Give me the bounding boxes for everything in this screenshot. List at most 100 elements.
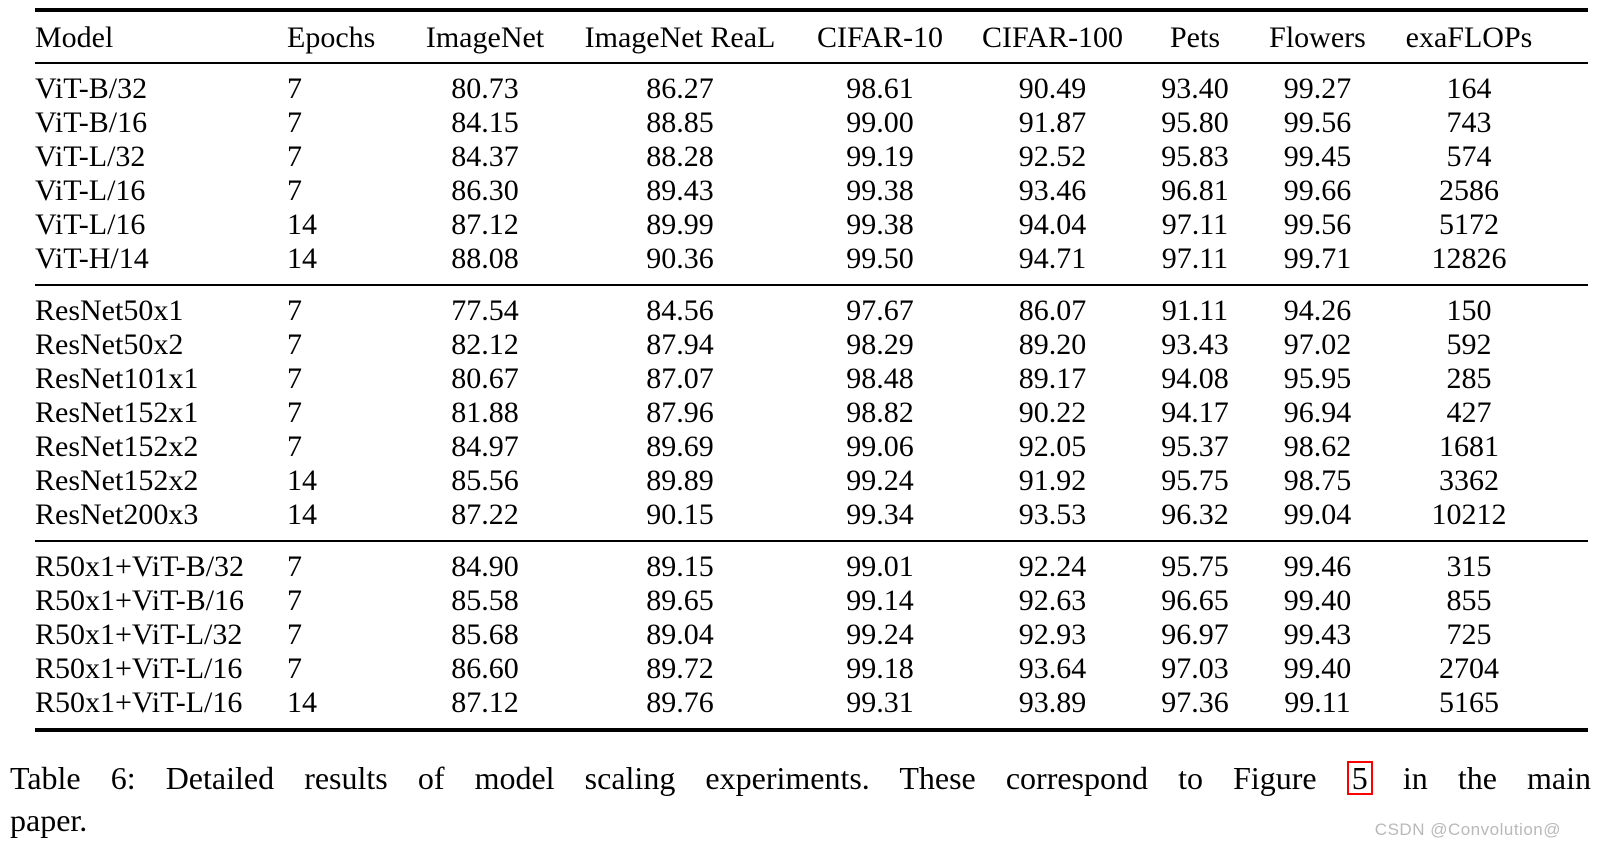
table-cell: 89.65 xyxy=(646,584,714,617)
table-cell: 99.43 xyxy=(1283,618,1352,651)
table-cell: 99.27 xyxy=(1283,72,1352,105)
table-cell: 2704 xyxy=(1439,652,1499,685)
table-cell: 7 xyxy=(287,294,302,327)
table-cell: 87.12 xyxy=(451,208,519,241)
table-cell: 92.63 xyxy=(1018,584,1087,617)
table-cell: 14 xyxy=(287,498,317,531)
table-row: ViT-L/32 7 84.37 88.28 99.19 92.52 95.83 99.45 5… xyxy=(35,140,1588,174)
table-cell: 7 xyxy=(287,430,302,463)
table-cell: 99.24 xyxy=(846,618,914,651)
table-row: ResNet152x2 7 84.97 89.69 99.06 92.05 95.37 98.… xyxy=(35,430,1588,464)
table-row: R50x1+ViT-L/16 14 87.12 89.76 99.31 93.89 97.3… xyxy=(35,686,1588,730)
table-cell: 99.38 xyxy=(846,174,914,207)
table-cell: 91.92 xyxy=(1018,464,1087,497)
table-cell: ResNet50x2 xyxy=(35,328,184,361)
table-cell: 87.12 xyxy=(451,686,519,719)
table-cell: 99.40 xyxy=(1283,584,1352,617)
table-cell: 84.97 xyxy=(451,430,519,463)
table-cell: 98.62 xyxy=(1283,430,1352,463)
table-cell: 98.82 xyxy=(846,396,914,429)
table-cell: 7 xyxy=(287,362,302,395)
table-cell: 95.95 xyxy=(1283,362,1352,395)
table-cell: 285 xyxy=(1446,362,1492,395)
table-cell: 99.66 xyxy=(1283,174,1352,207)
table-cell: 315 xyxy=(1446,550,1492,583)
table-cell: 95.37 xyxy=(1161,430,1229,463)
table-cell: 99.46 xyxy=(1283,550,1352,583)
table-cell: 84.56 xyxy=(646,294,714,327)
table-cell: 96.97 xyxy=(1161,618,1229,651)
table-cell: 99.38 xyxy=(846,208,914,241)
table-cell: 97.67 xyxy=(846,294,914,327)
caption-text-after-ref: in the main xyxy=(1402,760,1592,796)
table-row: R50x1+ViT-B/16 7 85.58 89.65 99.14 92.63 96.65… xyxy=(35,584,1588,618)
table-cell: 7 xyxy=(287,106,302,139)
table-cell: 86.07 xyxy=(1018,294,1087,327)
table-cell: 93.40 xyxy=(1161,72,1229,105)
table-cell: 97.11 xyxy=(1161,242,1229,275)
table-cell: 82.12 xyxy=(451,328,519,361)
table-cell: ResNet50x1 xyxy=(35,294,184,327)
table-caption: Table 6: Detailed results of model scali… xyxy=(10,757,1591,841)
column-header-imagenet: ImageNet xyxy=(425,21,545,54)
watermark: CSDN @Convolution@ xyxy=(1374,820,1561,839)
table-cell: 84.90 xyxy=(451,550,519,583)
table-cell: 99.01 xyxy=(846,550,914,583)
table-cell: 85.56 xyxy=(451,464,519,497)
header-row: Model Epochs ImageNet ImageNet ReaL CIFAR-10… xyxy=(35,10,1588,63)
table-cell: R50x1+ViT-B/16 xyxy=(35,584,245,617)
table-cell: 85.68 xyxy=(451,618,519,651)
table-cell: 93.89 xyxy=(1018,686,1087,719)
column-header-cifar-100: CIFAR-100 xyxy=(981,21,1124,54)
table-cell: 99.11 xyxy=(1284,686,1351,719)
table-cell: 84.15 xyxy=(451,106,519,139)
table-cell: 94.71 xyxy=(1018,242,1087,275)
table-row: ViT-B/16 7 84.15 88.85 99.00 91.87 95.80 99.56 7… xyxy=(35,106,1588,140)
table-cell: ResNet152x1 xyxy=(35,396,199,429)
table-cell: 12826 xyxy=(1431,242,1507,275)
table-cell: 97.03 xyxy=(1161,652,1229,685)
table-cell: 7 xyxy=(287,396,302,429)
table-cell: 95.80 xyxy=(1161,106,1229,139)
table-cell: 99.40 xyxy=(1283,652,1352,685)
table-cell: R50x1+ViT-L/16 xyxy=(35,686,243,719)
table-cell: 90.15 xyxy=(646,498,714,531)
table-cell: 99.56 xyxy=(1283,208,1352,241)
table-cell: 725 xyxy=(1446,618,1492,651)
table-cell: 87.22 xyxy=(451,498,519,531)
table-row: ViT-B/32 7 80.73 86.27 98.61 90.49 93.40 99.27 1… xyxy=(35,63,1588,106)
column-header-imagenet-real: ImageNet ReaL xyxy=(584,21,776,54)
table-cell: 96.65 xyxy=(1161,584,1229,617)
table-cell: 427 xyxy=(1446,396,1492,429)
table-section-vit: ViT-B/32 7 80.73 86.27 98.61 90.49 93.40 99.27 1… xyxy=(35,63,1588,285)
table-cell: ViT-L/32 xyxy=(35,140,146,173)
table-cell: 88.28 xyxy=(646,140,714,173)
table-cell: 94.04 xyxy=(1018,208,1087,241)
table-cell: 90.22 xyxy=(1018,396,1087,429)
table-cell: R50x1+ViT-B/32 xyxy=(35,550,245,583)
table-cell: 7 xyxy=(287,550,302,583)
table-cell: 99.34 xyxy=(846,498,914,531)
table-cell: 14 xyxy=(287,686,317,719)
table-cell: 81.88 xyxy=(451,396,519,429)
table-cell: 99.06 xyxy=(846,430,914,463)
table-cell: ViT-B/32 xyxy=(35,72,148,105)
table-cell: 89.43 xyxy=(646,174,714,207)
table-cell: 94.26 xyxy=(1283,294,1352,327)
figure-reference-link[interactable]: 5 xyxy=(1346,761,1373,795)
table-cell: 10212 xyxy=(1431,498,1507,531)
table-cell: 95.75 xyxy=(1161,550,1229,583)
table-cell: 87.94 xyxy=(646,328,714,361)
table-cell: 87.96 xyxy=(646,396,714,429)
table-cell: 99.18 xyxy=(846,652,914,685)
table-row: ResNet50x1 7 77.54 84.56 97.67 86.07 91.11 94.2… xyxy=(35,285,1588,328)
table-cell: 14 xyxy=(287,464,317,497)
table-cell: 86.60 xyxy=(451,652,519,685)
table-cell: 97.36 xyxy=(1161,686,1229,719)
column-header-pets: Pets xyxy=(1169,21,1220,54)
table-cell: 7 xyxy=(287,174,302,207)
table-cell: 5172 xyxy=(1439,208,1499,241)
table-cell: 77.54 xyxy=(451,294,519,327)
table-row: R50x1+ViT-B/32 7 84.90 89.15 99.01 92.24 95.75… xyxy=(35,541,1588,584)
table-cell: 92.93 xyxy=(1018,618,1087,651)
